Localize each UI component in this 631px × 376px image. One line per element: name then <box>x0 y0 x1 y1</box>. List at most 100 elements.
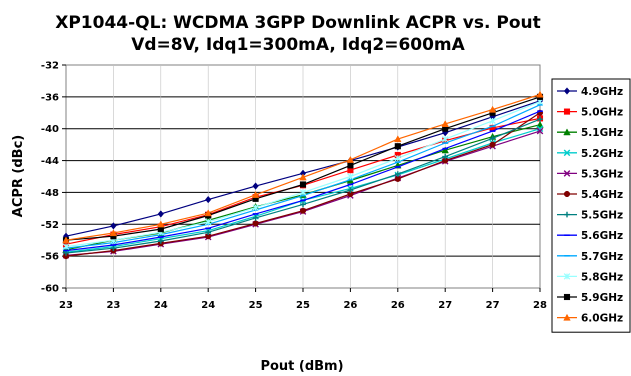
legend-item: 5.7GHz <box>557 251 623 263</box>
legend-label: 5.2GHz <box>581 148 623 160</box>
data-point <box>252 220 259 227</box>
data-point <box>394 143 401 150</box>
data-point <box>110 222 117 230</box>
data-point <box>252 215 259 221</box>
y-axis-ticks: -32 -36 -40 -44 -48 -52 -56 -60 <box>41 61 66 295</box>
data-point <box>109 229 118 237</box>
data-point <box>158 238 164 244</box>
legend-label: 5.9GHz <box>581 292 623 304</box>
legend-swatch-marker <box>563 293 571 301</box>
data-point <box>442 153 448 160</box>
x-tick-label: 25 <box>296 300 310 311</box>
data-point <box>394 154 402 162</box>
x-tick-label: 24 <box>201 300 215 311</box>
data-point <box>299 207 307 214</box>
legend-label: 5.5GHz <box>581 210 623 222</box>
y-tick-label: -60 <box>41 284 59 295</box>
data-point <box>394 135 402 143</box>
data-point <box>489 141 496 148</box>
x-tick-label: 23 <box>106 300 120 311</box>
legend-item: 5.1GHz <box>557 127 623 139</box>
chart-title-line-2: Vd=8V, Idq1=300mA, Idq2=600mA <box>131 35 465 55</box>
y-tick-label: -32 <box>41 61 59 72</box>
data-point <box>441 120 449 127</box>
legend-box <box>551 78 631 333</box>
data-point <box>347 162 354 169</box>
series-6-0ghz <box>62 90 544 244</box>
series-5-6ghz <box>63 110 543 252</box>
legend-swatch-marker <box>563 273 571 280</box>
data-point <box>299 173 307 181</box>
legend-item: 4.9GHz <box>557 86 623 98</box>
data-point <box>347 173 354 180</box>
series-5-8ghz <box>62 98 544 250</box>
legend-item: 5.5GHz <box>557 210 623 222</box>
legend-label: 5.4GHz <box>581 189 623 201</box>
x-axis-ticks: 23 23 24 24 25 25 26 26 27 27 28 <box>59 288 547 311</box>
legend-swatch-marker <box>563 87 571 95</box>
data-point <box>204 209 212 217</box>
y-tick-label: -52 <box>41 220 59 231</box>
legend-item: 5.0GHz <box>557 107 623 119</box>
data-point <box>347 187 354 193</box>
data-point <box>441 135 449 143</box>
data-point <box>395 171 401 177</box>
data-point <box>536 125 544 133</box>
data-point <box>300 201 306 208</box>
data-point <box>441 146 449 154</box>
legend-item: 5.8GHz <box>557 271 623 283</box>
data-point <box>205 195 212 204</box>
x-tick-label: 26 <box>391 300 405 311</box>
legend-label: 5.1GHz <box>581 127 623 139</box>
data-point <box>252 204 259 211</box>
y-tick-label: -48 <box>41 188 59 199</box>
legend-label: 4.9GHz <box>581 86 623 98</box>
y-axis-label: ACPR (dBc) <box>11 135 26 217</box>
data-point <box>251 190 260 198</box>
x-tick-label: 23 <box>59 300 73 311</box>
data-point <box>489 135 496 142</box>
x-axis-label: Pout (dBm) <box>260 359 343 374</box>
data-point <box>157 220 165 228</box>
data-point <box>62 243 70 250</box>
legend-item: 5.3GHz <box>557 168 623 180</box>
legend-item: 5.4GHz <box>557 189 623 201</box>
legend-label: 5.8GHz <box>581 271 623 283</box>
legend-item: 5.6GHz <box>557 230 623 242</box>
data-point <box>205 229 211 236</box>
legend-label: 5.7GHz <box>581 251 623 263</box>
data-point <box>346 155 355 163</box>
legend-swatch-marker <box>563 149 571 157</box>
legend-swatch-marker <box>563 170 571 177</box>
y-tick-label: -40 <box>41 124 59 135</box>
legend-item: 6.0GHz <box>557 313 623 325</box>
legend-swatch-marker <box>564 211 570 218</box>
plot-area <box>65 64 541 289</box>
data-point <box>488 105 497 113</box>
x-tick-label: 28 <box>533 300 547 311</box>
data-point <box>252 182 259 190</box>
y-tick-label: -36 <box>41 92 59 103</box>
x-tick-label: 27 <box>486 300 500 311</box>
legend-swatch-marker <box>563 190 571 198</box>
data-point <box>536 127 544 135</box>
legend-label: 6.0GHz <box>581 313 623 325</box>
legend-swatch-marker <box>563 313 571 321</box>
x-tick-label: 25 <box>249 300 263 311</box>
data-point <box>394 175 401 182</box>
legend-swatch-marker <box>563 128 571 136</box>
legend-item: 5.9GHz <box>557 292 623 304</box>
legend-label: 5.0GHz <box>581 107 623 119</box>
x-tick-label: 27 <box>438 300 452 311</box>
data-point <box>204 218 212 226</box>
data-point <box>536 120 544 128</box>
data-point <box>536 90 544 98</box>
data-point <box>62 236 70 244</box>
chart-title-line-1: XP1044-QL: WCDMA 3GPP Downlink ACPR vs. … <box>55 13 541 33</box>
legend-swatch-marker <box>563 108 571 115</box>
data-point <box>537 116 543 122</box>
data-point <box>299 181 307 188</box>
y-tick-label: -44 <box>41 156 59 167</box>
data-point <box>299 189 307 196</box>
data-point <box>157 210 164 218</box>
